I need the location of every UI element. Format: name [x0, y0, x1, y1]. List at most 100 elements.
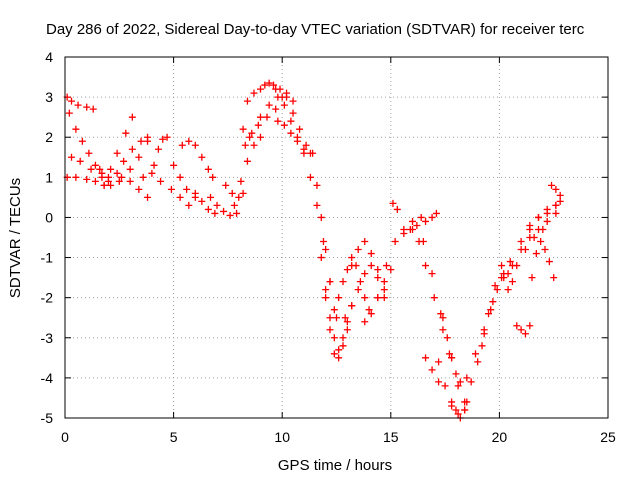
- data-point: [135, 153, 143, 161]
- data-point: [537, 238, 545, 246]
- data-point: [274, 117, 282, 125]
- data-point: [139, 173, 147, 181]
- x-tick-label: 20: [492, 429, 508, 445]
- data-point: [243, 97, 251, 105]
- data-point: [422, 262, 430, 270]
- data-point: [439, 314, 447, 322]
- data-point: [521, 330, 529, 338]
- data-point: [472, 350, 480, 358]
- x-tick-label: 10: [274, 429, 290, 445]
- data-point: [422, 217, 430, 225]
- data-point: [104, 177, 112, 185]
- data-point: [248, 129, 256, 137]
- data-point: [122, 129, 130, 137]
- data-point: [191, 141, 199, 149]
- data-point: [265, 101, 273, 109]
- data-point: [250, 141, 258, 149]
- y-tick-label: 4: [45, 49, 53, 65]
- data-point: [239, 125, 247, 133]
- data-point: [508, 262, 516, 270]
- data-point: [548, 181, 556, 189]
- data-point: [91, 177, 99, 185]
- x-tick-label: 5: [170, 429, 178, 445]
- data-point: [343, 326, 351, 334]
- data-point: [432, 209, 440, 217]
- data-point: [361, 270, 369, 278]
- data-point: [322, 294, 330, 302]
- data-point: [293, 133, 301, 141]
- data-point: [287, 117, 295, 125]
- data-point: [367, 310, 375, 318]
- data-point: [454, 382, 462, 390]
- data-point: [534, 225, 542, 233]
- data-point: [439, 326, 447, 334]
- data-point: [239, 189, 247, 197]
- data-point: [354, 246, 362, 254]
- data-point: [361, 318, 369, 326]
- data-point: [354, 286, 362, 294]
- data-point: [107, 181, 115, 189]
- data-point: [428, 270, 436, 278]
- data-point: [98, 173, 106, 181]
- data-point: [185, 201, 193, 209]
- data-point: [361, 294, 369, 302]
- data-point: [72, 125, 80, 133]
- data-point: [283, 93, 291, 101]
- data-point: [226, 211, 234, 219]
- data-point: [343, 266, 351, 274]
- data-point: [435, 358, 443, 366]
- data-point: [541, 246, 549, 254]
- data-point: [365, 306, 373, 314]
- data-point: [280, 121, 288, 129]
- data-point: [276, 85, 284, 93]
- data-point: [461, 398, 469, 406]
- data-point: [157, 177, 165, 185]
- data-point: [335, 294, 343, 302]
- data-point: [313, 181, 321, 189]
- y-tick-label: 3: [45, 89, 53, 105]
- data-point: [543, 205, 551, 213]
- data-point: [393, 205, 401, 213]
- data-point: [454, 410, 462, 418]
- data-point: [198, 153, 206, 161]
- data-point: [300, 149, 308, 157]
- data-point: [382, 262, 390, 270]
- data-point: [343, 318, 351, 326]
- data-point: [183, 185, 191, 193]
- data-point: [85, 149, 93, 157]
- y-tick-label: 1: [45, 169, 53, 185]
- chart-title: Day 286 of 2022, Sidereal Day-to-day VTE…: [46, 21, 585, 38]
- data-point: [144, 193, 152, 201]
- data-point: [107, 165, 115, 173]
- data-point: [100, 181, 108, 189]
- data-point: [176, 173, 184, 181]
- data-point: [207, 193, 215, 201]
- data-point: [367, 262, 375, 270]
- y-tick-label: -2: [41, 290, 54, 306]
- data-point: [326, 326, 334, 334]
- data-point: [517, 246, 525, 254]
- data-point: [474, 358, 482, 366]
- data-point: [113, 149, 121, 157]
- data-point: [391, 238, 399, 246]
- data-point: [556, 197, 564, 205]
- data-point: [448, 354, 456, 362]
- data-point: [72, 173, 80, 181]
- data-point: [356, 278, 364, 286]
- data-point: [491, 282, 499, 290]
- data-point: [263, 113, 271, 121]
- data-point: [222, 181, 230, 189]
- data-point: [78, 137, 86, 145]
- data-point: [335, 354, 343, 362]
- data-point: [211, 209, 219, 217]
- y-tick-label: -5: [41, 410, 54, 426]
- data-point: [83, 175, 91, 183]
- data-point: [198, 197, 206, 205]
- data-point: [89, 105, 97, 113]
- data-point: [374, 266, 382, 274]
- data-point: [137, 137, 145, 145]
- data-point: [306, 173, 314, 181]
- data-point: [389, 199, 397, 207]
- data-point: [526, 234, 534, 241]
- data-point: [120, 157, 128, 165]
